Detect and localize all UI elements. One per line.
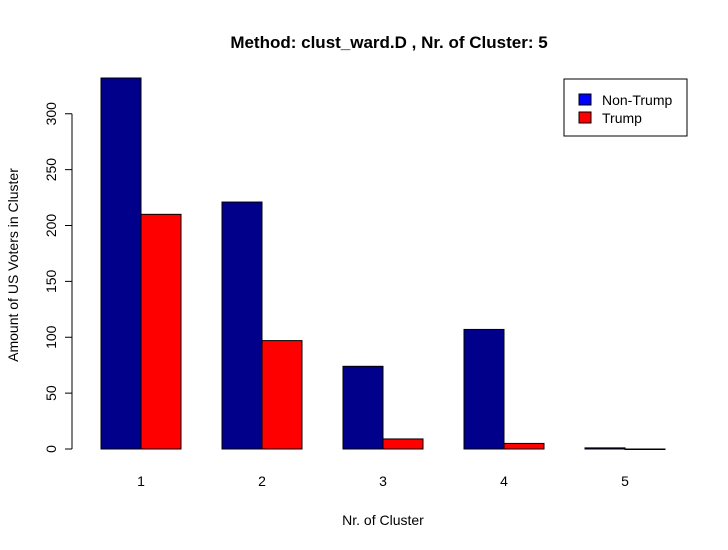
bar-trump-cluster-3 — [382, 438, 424, 450]
y-axis: 0 50 100 150 200 250 300 — [43, 102, 73, 453]
bar-non-trump-cluster-1 — [100, 77, 142, 450]
bar-trump-cluster-1 — [140, 213, 182, 450]
y-tick-label: 250 — [43, 158, 59, 182]
y-tick-label: 0 — [43, 445, 59, 453]
bar-trump-cluster-2 — [261, 340, 303, 450]
legend-swatch — [578, 111, 592, 124]
bar-trump-cluster-4 — [503, 442, 545, 450]
x-tick-label: 5 — [621, 473, 629, 489]
x-tick-label: 1 — [137, 473, 145, 489]
legend-label: Trump — [602, 110, 642, 126]
legend-label: Non-Trump — [602, 92, 672, 108]
bar-trump-cluster-5 — [624, 448, 666, 450]
x-tick-label: 2 — [258, 473, 266, 489]
x-tick-labels: 1 2 3 4 5 — [137, 473, 629, 489]
y-tick-label: 200 — [43, 214, 59, 238]
legend: Non-Trump Trump — [563, 78, 688, 137]
bar-non-trump-cluster-3 — [342, 365, 384, 450]
y-tick-label: 100 — [43, 325, 59, 349]
y-tick-label: 300 — [43, 102, 59, 126]
legend-swatch — [578, 93, 592, 106]
x-tick-label: 4 — [500, 473, 508, 489]
y-tick-label: 50 — [43, 385, 59, 401]
bars — [100, 77, 666, 450]
x-axis-label: Nr. of Cluster — [342, 512, 424, 528]
chart-title: Method: clust_ward.D , Nr. of Cluster: 5 — [230, 33, 547, 52]
bar-non-trump-cluster-5 — [584, 447, 626, 450]
x-tick-label: 3 — [379, 473, 387, 489]
legend-box — [563, 78, 688, 137]
bar-non-trump-cluster-4 — [463, 328, 505, 450]
bar-non-trump-cluster-2 — [221, 201, 263, 450]
y-tick-label: 150 — [43, 269, 59, 293]
y-axis-label: Amount of US Voters in Cluster — [5, 168, 21, 362]
